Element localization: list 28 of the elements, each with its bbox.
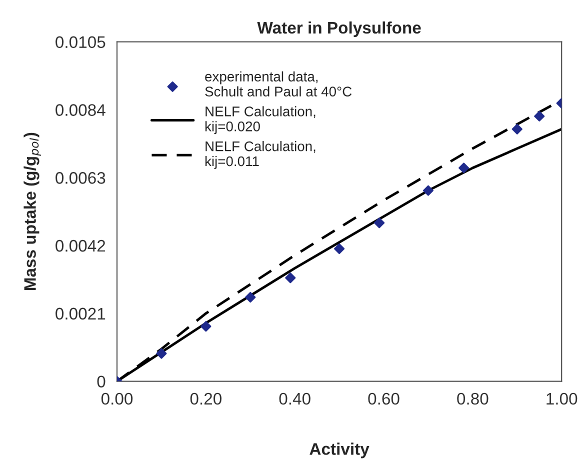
x-axis-title: Activity <box>310 442 370 458</box>
y-tick-label: 0.0063 <box>56 172 106 184</box>
x-tick-label: 0.40 <box>279 392 310 405</box>
y-tick-label: 0.0042 <box>56 240 106 252</box>
point <box>512 124 522 134</box>
y-tick-label: 0.0021 <box>56 308 106 320</box>
point <box>285 272 296 284</box>
legend-label: NELF Calculation, kij=0.011 <box>205 141 316 169</box>
y-tick-label: 0.0105 <box>56 36 106 48</box>
chart-title: Water in Polysulfone <box>257 21 421 37</box>
point <box>534 110 545 122</box>
legend-label: NELF Calculation, kij=0.020 <box>205 106 316 134</box>
x-tick-label: 0.00 <box>101 392 133 405</box>
y-tick-label: 0.0084 <box>56 104 106 116</box>
point <box>156 348 167 359</box>
x-tick-label: 0.60 <box>368 392 400 405</box>
legend-label: experimental data, Schult and Paul at 40°C <box>205 71 352 96</box>
point <box>458 162 470 174</box>
x-tick-label: 1.00 <box>546 392 578 405</box>
point <box>200 321 212 332</box>
y-axis-title: Mass uptake (g/g$_{pol}$) <box>24 132 41 290</box>
point <box>422 185 434 196</box>
point <box>374 218 385 228</box>
x-tick-label: 0.20 <box>190 392 222 405</box>
y-tick-label: 0 <box>97 376 106 388</box>
x-tick-label: 0.80 <box>457 392 488 405</box>
point <box>245 292 256 303</box>
point <box>334 243 345 254</box>
